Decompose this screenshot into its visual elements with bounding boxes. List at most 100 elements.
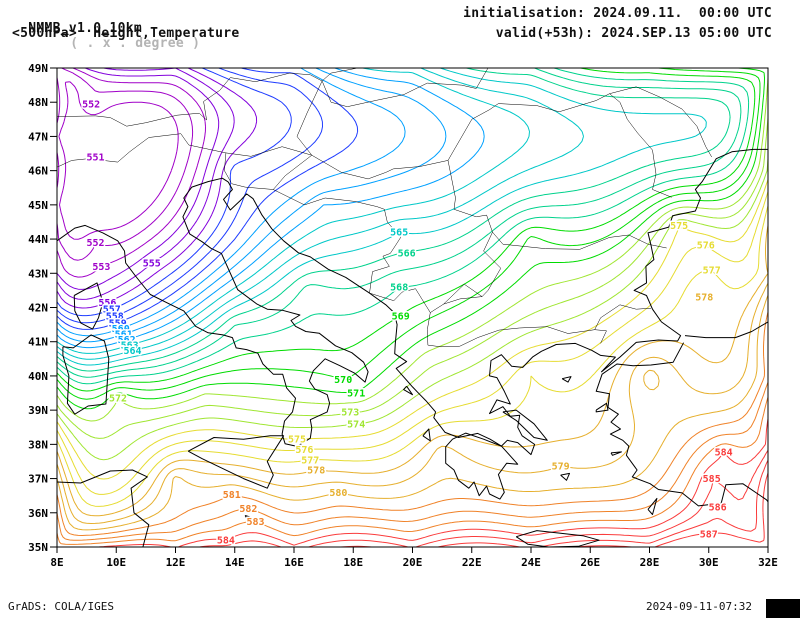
border-path [498,86,712,158]
lon-axis-label: 26E [580,556,600,569]
contour-label: 568 [390,283,408,294]
coastline-path [595,342,769,507]
contour-label: 561 [115,330,133,341]
map-axes: 49N 48N 47N 46N 45N 44N 43N 42N 41N 40N 39N 38N 37N 3… [28,62,778,569]
lon-axis-label: 32E [758,556,778,569]
coastline-path [647,497,658,515]
contour-label: 582 [239,504,257,515]
lat-axis-label: 43N [28,267,48,280]
contour-560 [56,67,406,337]
contour-583 [56,396,769,545]
lon-axis-label: 18E [343,556,363,569]
contour-label: 581 [223,490,241,501]
contour-label: 577 [301,455,319,466]
coastline-path [56,177,369,447]
contour-565 [56,67,707,366]
contour-label: 560 [112,324,130,335]
lat-axis-label: 45N [28,199,48,212]
lat-axis-label: 41N [28,336,48,349]
contour-label: 551 [86,153,104,164]
contour-label: 557 [103,305,121,316]
lat-axis-label: 38N [28,438,48,451]
contour-label: 586 [709,503,727,514]
contour-579 [56,282,769,524]
country-borders [56,67,712,348]
contour-label: 573 [341,407,359,418]
contour-label: 587 [700,530,718,541]
lon-axis-label: 8E [50,556,63,569]
contour-label: 580 [329,488,347,499]
coastline-path [502,409,548,441]
contour-582 [56,382,769,541]
contour-584 [97,418,769,548]
resolution-note: ( . x . degree ) [70,36,201,51]
border-path [427,232,607,348]
coastline-path [684,321,769,339]
contour-567 [56,67,742,378]
border-path [56,67,358,127]
contour-label: 570 [334,375,352,386]
lon-axis-label: 24E [521,556,541,569]
coastline-path [73,282,104,330]
lat-axis-label: 40N [28,370,48,383]
contour-label: 577 [703,265,721,276]
contour-label: 578 [695,293,713,304]
border-path [231,103,499,190]
coastline-path [422,428,431,442]
contour-568 [56,67,750,385]
coastline-path [187,435,285,489]
valid-time-label: valid(+53h): 2024.SEP.13 05:00 UTC [495,26,772,41]
lat-axis-label: 37N [28,473,48,486]
contour-label: 584 [217,536,235,547]
grads-credit: GrADS: COLA/IGES [8,600,114,613]
corner-black-box [766,599,800,618]
lat-axis-label: 47N [28,130,48,143]
contour-lines [56,67,769,548]
border-path [225,80,323,157]
contour-label: 558 [106,312,124,323]
init-time-label: initialisation: 2024.09.11. 00:00 UTC [463,6,772,21]
contour-552 [56,67,194,261]
coastline-path [561,376,572,383]
contour-label: 563 [121,341,139,352]
contour-label: 555 [143,259,161,270]
contour-label: 583 [246,517,264,528]
contour-label: 579 [552,461,570,472]
contour-label: 574 [347,419,365,430]
coastline-path [610,451,622,456]
lat-axis-label: 48N [28,96,48,109]
contour-578 [56,225,769,517]
contour-label: 571 [347,389,365,400]
coastline-path [62,334,110,415]
contour-label: 578 [307,466,325,477]
coastline-path [595,402,609,413]
border-path [369,288,431,313]
coastline-path [56,469,150,548]
lon-axis-label: 14E [225,556,245,569]
contour-573 [56,117,769,439]
border-path [609,93,672,198]
lon-axis-label: 12E [166,556,186,569]
contour-label: 566 [398,248,416,259]
lat-axis-label: 36N [28,507,48,520]
contour-label: 564 [123,346,141,357]
border-path [321,67,489,107]
lon-axis-label: 30E [699,556,719,569]
contour-575 [56,179,769,480]
coastline-path [560,472,570,481]
contour-label: 553 [92,262,110,273]
contour-label: 552 [86,238,104,249]
coastline-path [445,432,519,500]
contour-580 [56,295,769,531]
contour-564 [56,67,584,360]
contour-label: 575 [288,435,306,446]
model-name: NMMB_v1.0_10km [28,21,143,36]
coastline-path [403,385,413,396]
lon-axis-label: 20E [403,556,423,569]
contour-label: 584 [715,447,733,458]
coastline-path [244,515,252,520]
field-title: <500hPa> Height,Temperature [12,26,240,41]
contour-label: 559 [109,318,127,329]
lon-axis-label: 28E [640,556,660,569]
